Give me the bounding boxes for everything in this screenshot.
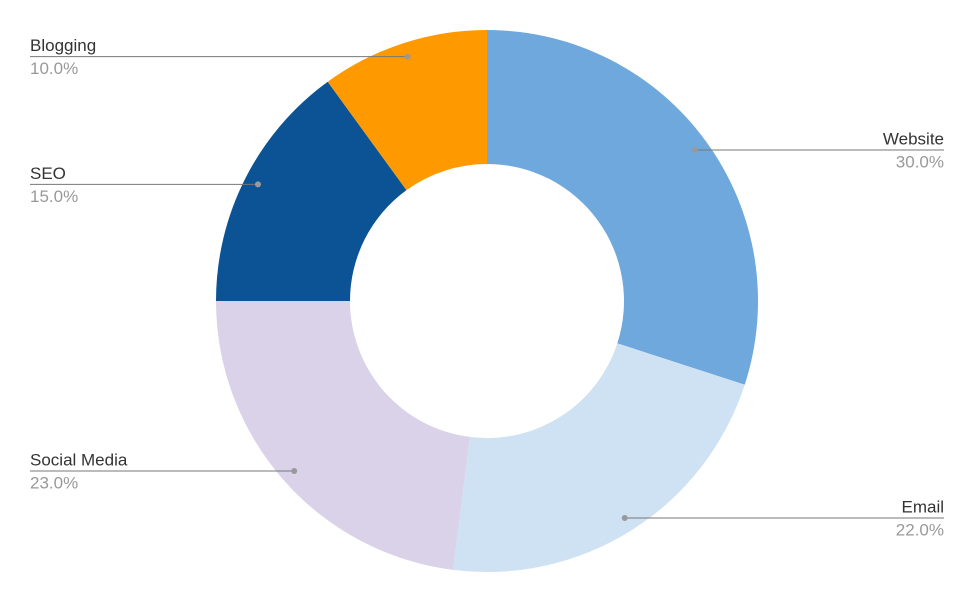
slice	[453, 343, 745, 572]
leader-dot	[621, 514, 628, 521]
leader-dot	[291, 467, 298, 474]
slice	[216, 301, 470, 570]
leader-dot	[404, 53, 411, 60]
value-label: 15.0%	[30, 187, 78, 206]
legend-label: SEO	[30, 164, 66, 183]
legend-label: Blogging	[30, 36, 96, 55]
legend-label: Website	[883, 129, 944, 148]
value-label: 30.0%	[896, 152, 944, 171]
value-label: 10.0%	[30, 59, 78, 78]
value-label: 22.0%	[896, 520, 944, 539]
leader-dot	[691, 146, 698, 153]
leader-dot	[255, 181, 262, 188]
slice	[487, 30, 758, 385]
slice	[216, 81, 407, 301]
slice	[327, 30, 487, 191]
value-label: 23.0%	[30, 473, 78, 492]
legend-label: Email	[901, 497, 944, 516]
legend-label: Social Media	[30, 450, 128, 469]
